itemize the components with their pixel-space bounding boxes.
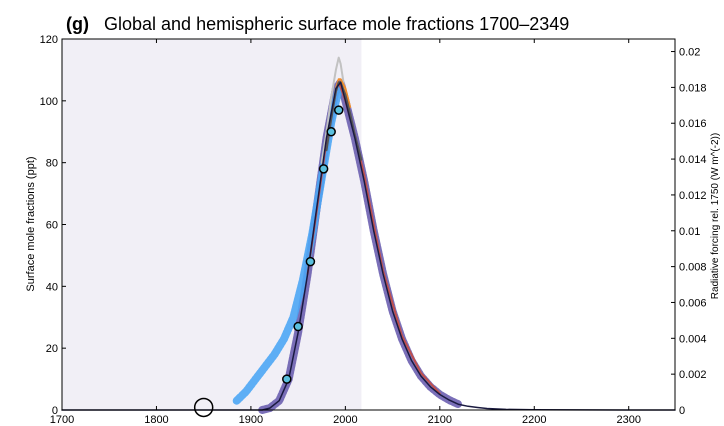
series-line-2 bbox=[320, 56, 347, 164]
y-tick-label-right: 0.02 bbox=[679, 47, 700, 59]
observation-point bbox=[318, 164, 329, 174]
y-tick-label-right: 0.014 bbox=[679, 154, 707, 166]
y-tick-label-right: 0.018 bbox=[679, 82, 707, 94]
y-tick-label-right: 0.002 bbox=[679, 369, 707, 381]
y-tick-label-right: 0.006 bbox=[679, 297, 707, 309]
y-tick-label-left: 0 bbox=[52, 405, 58, 417]
x-tick-label: 1700 bbox=[50, 414, 74, 426]
x-tick-label: 1800 bbox=[144, 414, 168, 426]
y-tick-label-left: 100 bbox=[40, 96, 58, 108]
y-tick-label-left: 60 bbox=[46, 220, 58, 232]
y-tick-label-left: 120 bbox=[40, 34, 58, 46]
chart-title: Global and hemispheric surface mole frac… bbox=[104, 14, 569, 34]
y-tick-label-right: 0.016 bbox=[679, 118, 707, 130]
open-circle-marker bbox=[193, 397, 214, 418]
observations-group bbox=[193, 105, 344, 418]
x-axis: 1700 1800 1900 2000 2100 2200 2300 bbox=[50, 39, 641, 426]
observation-point bbox=[293, 321, 303, 332]
x-tick-label: 1900 bbox=[239, 414, 263, 426]
y-tick-label-right: 0 bbox=[679, 405, 685, 417]
y-tick-label-right: 0.01 bbox=[679, 226, 700, 238]
y-tick-label-right: 0.012 bbox=[679, 190, 707, 202]
y-tick-label-right: 0.004 bbox=[679, 333, 707, 345]
observation-point bbox=[333, 105, 344, 115]
y-axis-label-left: Surface mole fractions (ppt) bbox=[25, 156, 37, 291]
series-line-6 bbox=[61, 81, 676, 411]
y-tick-label-left: 20 bbox=[46, 343, 58, 355]
x-tick-label: 2000 bbox=[333, 414, 357, 426]
observation-point bbox=[305, 256, 316, 267]
x-tick-label: 2200 bbox=[522, 414, 546, 426]
observation-point bbox=[326, 127, 336, 137]
observation-point bbox=[282, 374, 292, 384]
x-tick-label: 2300 bbox=[616, 414, 640, 426]
y-tick-label-right: 0.008 bbox=[679, 262, 707, 274]
y-tick-label-left: 40 bbox=[46, 281, 58, 293]
x-tick-label: 2100 bbox=[428, 414, 452, 426]
y-axis-label-right: Radiative forcing rel. 1750 (W m^(-2)) bbox=[710, 133, 721, 299]
y-tick-label-left: 80 bbox=[46, 158, 58, 170]
y-axis-right: 0 0.002 0.004 0.006 0.008 0.01 0.012 0.014 0.016… bbox=[671, 47, 707, 417]
y-axis-left: 0 20 40 60 80 100 120 bbox=[40, 34, 66, 417]
panel-label: (g) bbox=[66, 14, 89, 34]
